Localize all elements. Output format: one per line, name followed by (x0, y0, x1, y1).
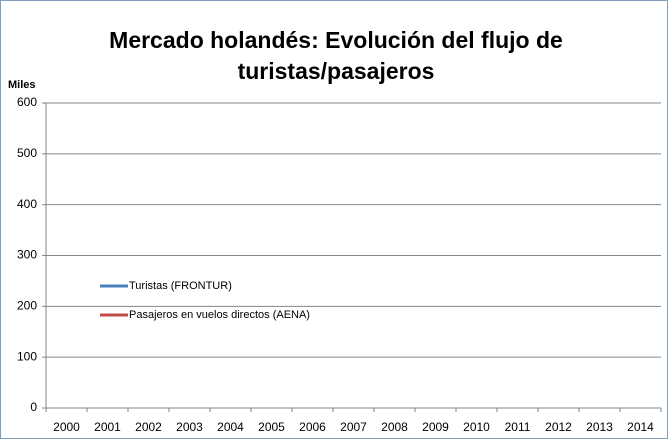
x-tick-label: 2007 (340, 420, 367, 434)
y-tick-label: 600 (17, 95, 37, 109)
x-tick-label: 2004 (217, 420, 244, 434)
y-tick-label: 200 (17, 299, 37, 313)
x-tick-label: 2006 (299, 420, 326, 434)
x-tick-label: 2014 (627, 420, 654, 434)
x-tick-label: 2002 (135, 420, 162, 434)
y-axis-label: Miles (8, 79, 36, 91)
x-tick-label: 2011 (505, 420, 531, 434)
y-tick-label: 100 (17, 349, 37, 363)
x-tick-label: 2008 (381, 420, 408, 434)
x-tick-label: 2013 (586, 420, 613, 434)
y-tick-label: 300 (17, 248, 37, 262)
chart-title: Mercado holandés: Evolución del flujo de… (109, 27, 563, 84)
x-tick-label: 2010 (463, 420, 490, 434)
y-tick-label: 400 (17, 197, 37, 211)
y-tick-label: 500 (17, 146, 37, 160)
chart-title-line: turistas/pasajeros (238, 58, 435, 84)
legend-label: Pasajeros en vuelos directos (AENA) (129, 309, 310, 321)
x-tick-label: 2009 (422, 420, 449, 434)
chart-title-line: Mercado holandés: Evolución del flujo de (109, 27, 563, 53)
x-tick-label: 2001 (94, 420, 121, 434)
legend-label: Turistas (FRONTUR) (129, 280, 232, 292)
x-tick-label: 2000 (53, 420, 80, 434)
x-tick-label: 2003 (176, 420, 203, 434)
x-tick-label: 2012 (545, 420, 572, 434)
x-tick-label: 2005 (258, 420, 285, 434)
y-tick-label: 0 (30, 400, 37, 414)
